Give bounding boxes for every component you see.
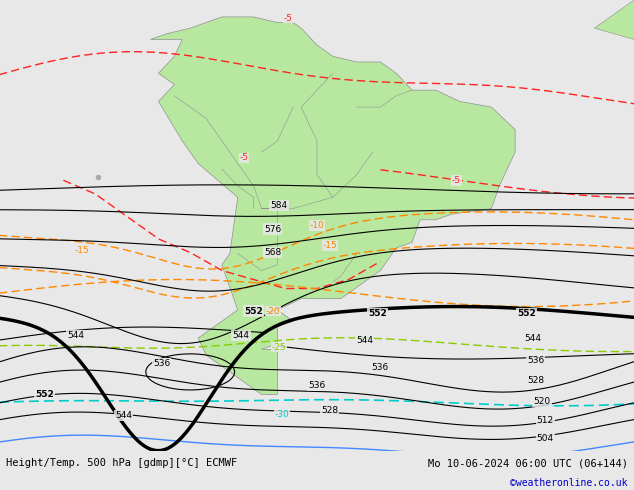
Text: 552: 552 bbox=[517, 309, 536, 318]
Text: 528: 528 bbox=[527, 376, 545, 386]
Text: 536: 536 bbox=[527, 356, 545, 365]
Text: -15: -15 bbox=[75, 245, 90, 255]
Text: 544: 544 bbox=[356, 336, 373, 345]
Text: -5: -5 bbox=[284, 14, 293, 23]
Text: 552: 552 bbox=[368, 309, 387, 318]
Text: 544: 544 bbox=[115, 411, 132, 420]
Text: 520: 520 bbox=[533, 397, 551, 406]
Text: 544: 544 bbox=[524, 334, 541, 343]
Text: 584: 584 bbox=[270, 200, 288, 210]
Text: -15: -15 bbox=[322, 241, 337, 250]
Text: 576: 576 bbox=[264, 224, 281, 234]
Text: 504: 504 bbox=[536, 434, 554, 442]
Text: 536: 536 bbox=[153, 359, 171, 368]
Text: 528: 528 bbox=[321, 406, 339, 415]
Text: -5: -5 bbox=[452, 176, 461, 185]
Text: -25: -25 bbox=[271, 343, 287, 352]
Text: 544: 544 bbox=[68, 331, 84, 341]
Text: 536: 536 bbox=[372, 363, 389, 372]
Text: 552: 552 bbox=[244, 307, 263, 316]
Text: 568: 568 bbox=[264, 248, 281, 257]
Text: 544: 544 bbox=[233, 331, 249, 341]
Text: 536: 536 bbox=[308, 381, 326, 390]
Text: Height/Temp. 500 hPa [gdmp][°C] ECMWF: Height/Temp. 500 hPa [gdmp][°C] ECMWF bbox=[6, 458, 238, 468]
Text: -20: -20 bbox=[265, 307, 280, 316]
Text: -5: -5 bbox=[240, 153, 249, 162]
Text: -10: -10 bbox=[309, 221, 325, 230]
Text: 552: 552 bbox=[35, 390, 54, 399]
Text: ©weatheronline.co.uk: ©weatheronline.co.uk bbox=[510, 478, 628, 488]
Text: -30: -30 bbox=[275, 410, 290, 419]
Text: 512: 512 bbox=[536, 416, 554, 425]
Polygon shape bbox=[150, 17, 515, 394]
Polygon shape bbox=[595, 0, 634, 56]
Text: Mo 10-06-2024 06:00 UTC (06+144): Mo 10-06-2024 06:00 UTC (06+144) bbox=[428, 458, 628, 468]
